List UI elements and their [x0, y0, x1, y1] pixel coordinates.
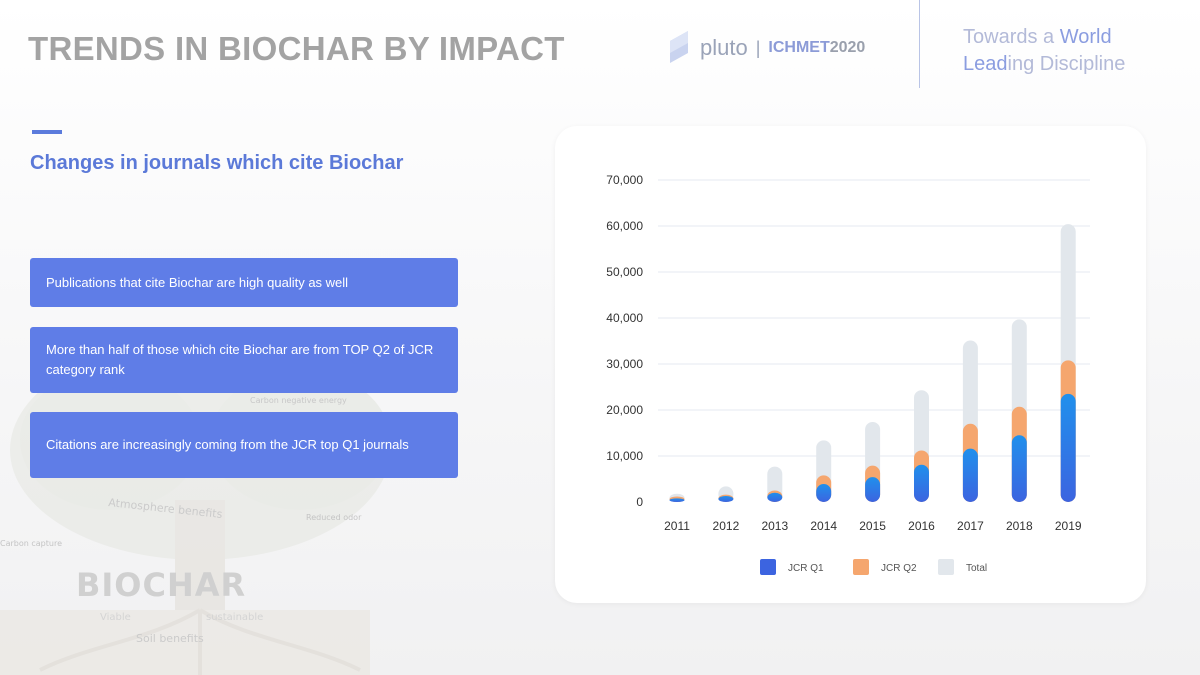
section-accent-bar [32, 130, 62, 134]
brand-separator: | [755, 37, 761, 58]
x-tick-label-2011: 2011 [664, 519, 690, 533]
tagline-line1-accent: World [1059, 26, 1112, 48]
y-tick-label: 40,000 [606, 311, 643, 325]
x-tick-label-2013: 2013 [761, 519, 788, 533]
tagline-line-2: Leading Discipline [963, 51, 1125, 78]
x-tick-label-2012: 2012 [713, 519, 740, 533]
x-tick-label-2016: 2016 [908, 519, 935, 533]
legend-label-2: Total [966, 563, 987, 574]
watermark-word: BIOCHAR [76, 566, 246, 604]
bar-q1-2013 [767, 492, 783, 502]
legend-swatch-1 [853, 559, 869, 575]
y-tick-label: 0 [636, 495, 643, 509]
legend-label-1: JCR Q2 [881, 563, 917, 574]
tagline-line-1: Towards a World [963, 24, 1125, 51]
watermark-label-sustainable: sustainable [206, 612, 263, 623]
watermark-label-carbon-negative: Carbon negative energy [250, 396, 347, 405]
bullet-text-1: Publications that cite Biochar are high … [46, 274, 349, 290]
bullet-text-2: More than half of those which cite Bioch… [46, 342, 434, 377]
bullet-item-1: Publications that cite Biochar are high … [30, 258, 458, 307]
brand-logo: pluto | ICHMET2020 [668, 30, 865, 66]
bar-q1-2011 [669, 498, 685, 502]
y-tick-label: 60,000 [606, 219, 643, 233]
bar-q1-2017 [962, 448, 978, 502]
y-tick-label: 70,000 [606, 173, 643, 187]
page-title: TRENDS IN BIOCHAR BY IMPACT [28, 30, 565, 67]
x-tick-label-2018: 2018 [1006, 519, 1033, 533]
tagline-line2-accent: Lead [963, 53, 1008, 75]
y-tick-label: 30,000 [606, 357, 643, 371]
bar-q1-2018 [1011, 435, 1027, 502]
x-tick-label-2014: 2014 [810, 519, 837, 533]
y-tick-label: 50,000 [606, 265, 643, 279]
bar-q1-2019 [1060, 393, 1076, 502]
y-tick-label: 10,000 [606, 449, 643, 463]
brand-event: ICHMET2020 [768, 39, 865, 57]
brand-event-name: ICHMET [768, 39, 830, 56]
brand-event-year: 2020 [829, 39, 866, 56]
bar-q1-2016 [914, 464, 929, 502]
chart-card: 0 10,000 20,000 30,000 40,000 50,000 60,000 70,… [555, 126, 1146, 603]
tagline-line1-prefix: Towards a [963, 26, 1060, 48]
bar-q1-2015 [865, 477, 881, 502]
bar-q1-2014 [816, 484, 832, 502]
watermark-label-soil: Soil benefits [136, 632, 204, 645]
brand-pluto: pluto [700, 35, 748, 60]
legend-swatch-2 [938, 559, 954, 575]
bar-chart: 0 10,000 20,000 30,000 40,000 50,000 60,000 70,… [606, 173, 1090, 575]
bullet-item-3: Citations are increasingly coming from t… [30, 412, 458, 478]
x-tick-label-2017: 2017 [957, 519, 984, 533]
watermark-label-carbon-capture: Carbon capture [0, 539, 62, 548]
x-tick-label-2019: 2019 [1055, 519, 1082, 533]
tagline-line2-rest: ing Discipline [1007, 53, 1126, 75]
bullet-text-3: Citations are increasingly coming from t… [46, 437, 409, 452]
tagline: Towards a World Leading Discipline [963, 24, 1125, 78]
legend-label-0: JCR Q1 [788, 563, 824, 574]
y-tick-label: 20,000 [606, 403, 643, 417]
section-subtitle: Changes in journals which cite Biochar [30, 152, 404, 174]
legend-swatch-0 [760, 559, 776, 575]
pluto-logo-icon [670, 31, 688, 63]
watermark-label-viable: Viable [100, 612, 131, 623]
bar-q1-2012 [718, 496, 734, 502]
x-tick-label-2015: 2015 [859, 519, 886, 533]
watermark-label-reduced-odor: Reduced odor [306, 513, 362, 522]
bullet-item-2: More than half of those which cite Bioch… [30, 327, 458, 393]
header-divider [919, 0, 920, 88]
